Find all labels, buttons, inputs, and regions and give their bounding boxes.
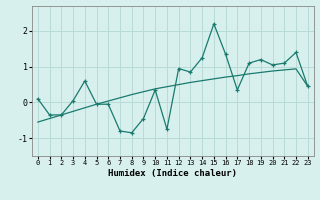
X-axis label: Humidex (Indice chaleur): Humidex (Indice chaleur) — [108, 169, 237, 178]
